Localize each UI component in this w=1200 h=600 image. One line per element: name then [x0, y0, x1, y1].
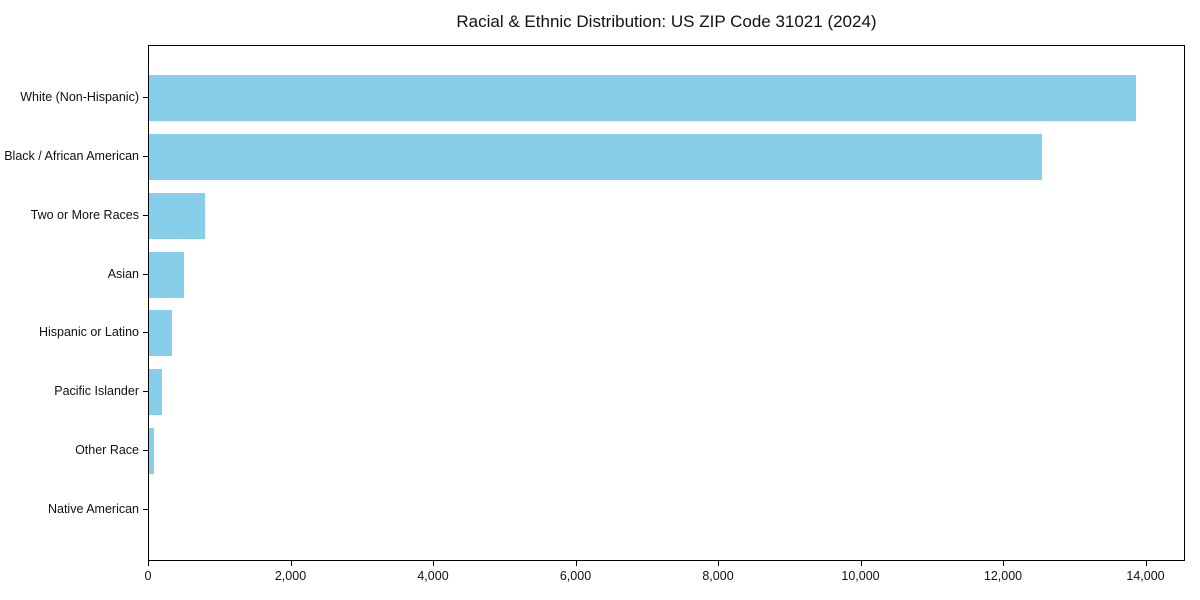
x-axis-tick [290, 561, 292, 566]
y-axis-tick [143, 156, 148, 158]
x-axis-tick-label: 6,000 [559, 569, 592, 583]
x-axis-tick-label: 14,000 [1126, 569, 1165, 583]
y-axis-tick [143, 449, 148, 451]
bar [149, 75, 1136, 122]
bar [149, 369, 162, 416]
bar [149, 310, 172, 357]
y-axis-label: Native American [47, 501, 139, 516]
x-axis-tick-label: 2,000 [274, 569, 307, 583]
x-axis-tick [718, 561, 719, 566]
x-axis-tick-label: 10,000 [841, 569, 880, 583]
y-axis-label: White (Non-Hispanic) [20, 90, 139, 105]
x-axis-tick-label: 8,000 [702, 569, 734, 583]
x-axis-tick [148, 561, 149, 566]
y-axis-label: Other Race [75, 442, 139, 457]
y-axis-label: Hispanic or Latino [38, 325, 139, 340]
y-axis-tick [143, 214, 148, 216]
x-axis-tick-label: 12,000 [983, 569, 1023, 583]
x-axis-tick [1145, 561, 1147, 566]
y-axis-tick [143, 391, 148, 393]
y-axis-tick [143, 97, 148, 99]
y-axis-label: Black / African American [4, 149, 139, 164]
x-axis-tick-label: 0 [144, 569, 152, 583]
y-axis-label: Asian [107, 266, 139, 281]
x-axis-tick-label: 4,000 [417, 569, 449, 583]
x-axis-tick [1003, 561, 1005, 566]
bar [149, 251, 184, 298]
x-axis-tick [860, 561, 862, 566]
x-axis-tick [575, 561, 577, 566]
chart-title: Racial & Ethnic Distribution: US ZIP Cod… [456, 12, 877, 31]
x-axis-tick [433, 561, 434, 566]
y-axis-label: Pacific Islander [54, 384, 139, 399]
bar [149, 134, 1043, 181]
bar [149, 427, 154, 474]
y-axis-tick [143, 508, 148, 510]
plot-area [148, 45, 1185, 561]
bar [149, 192, 205, 239]
y-axis-label: Two or More Races [30, 207, 139, 222]
y-axis-tick [143, 332, 148, 334]
y-axis-tick [143, 273, 148, 275]
